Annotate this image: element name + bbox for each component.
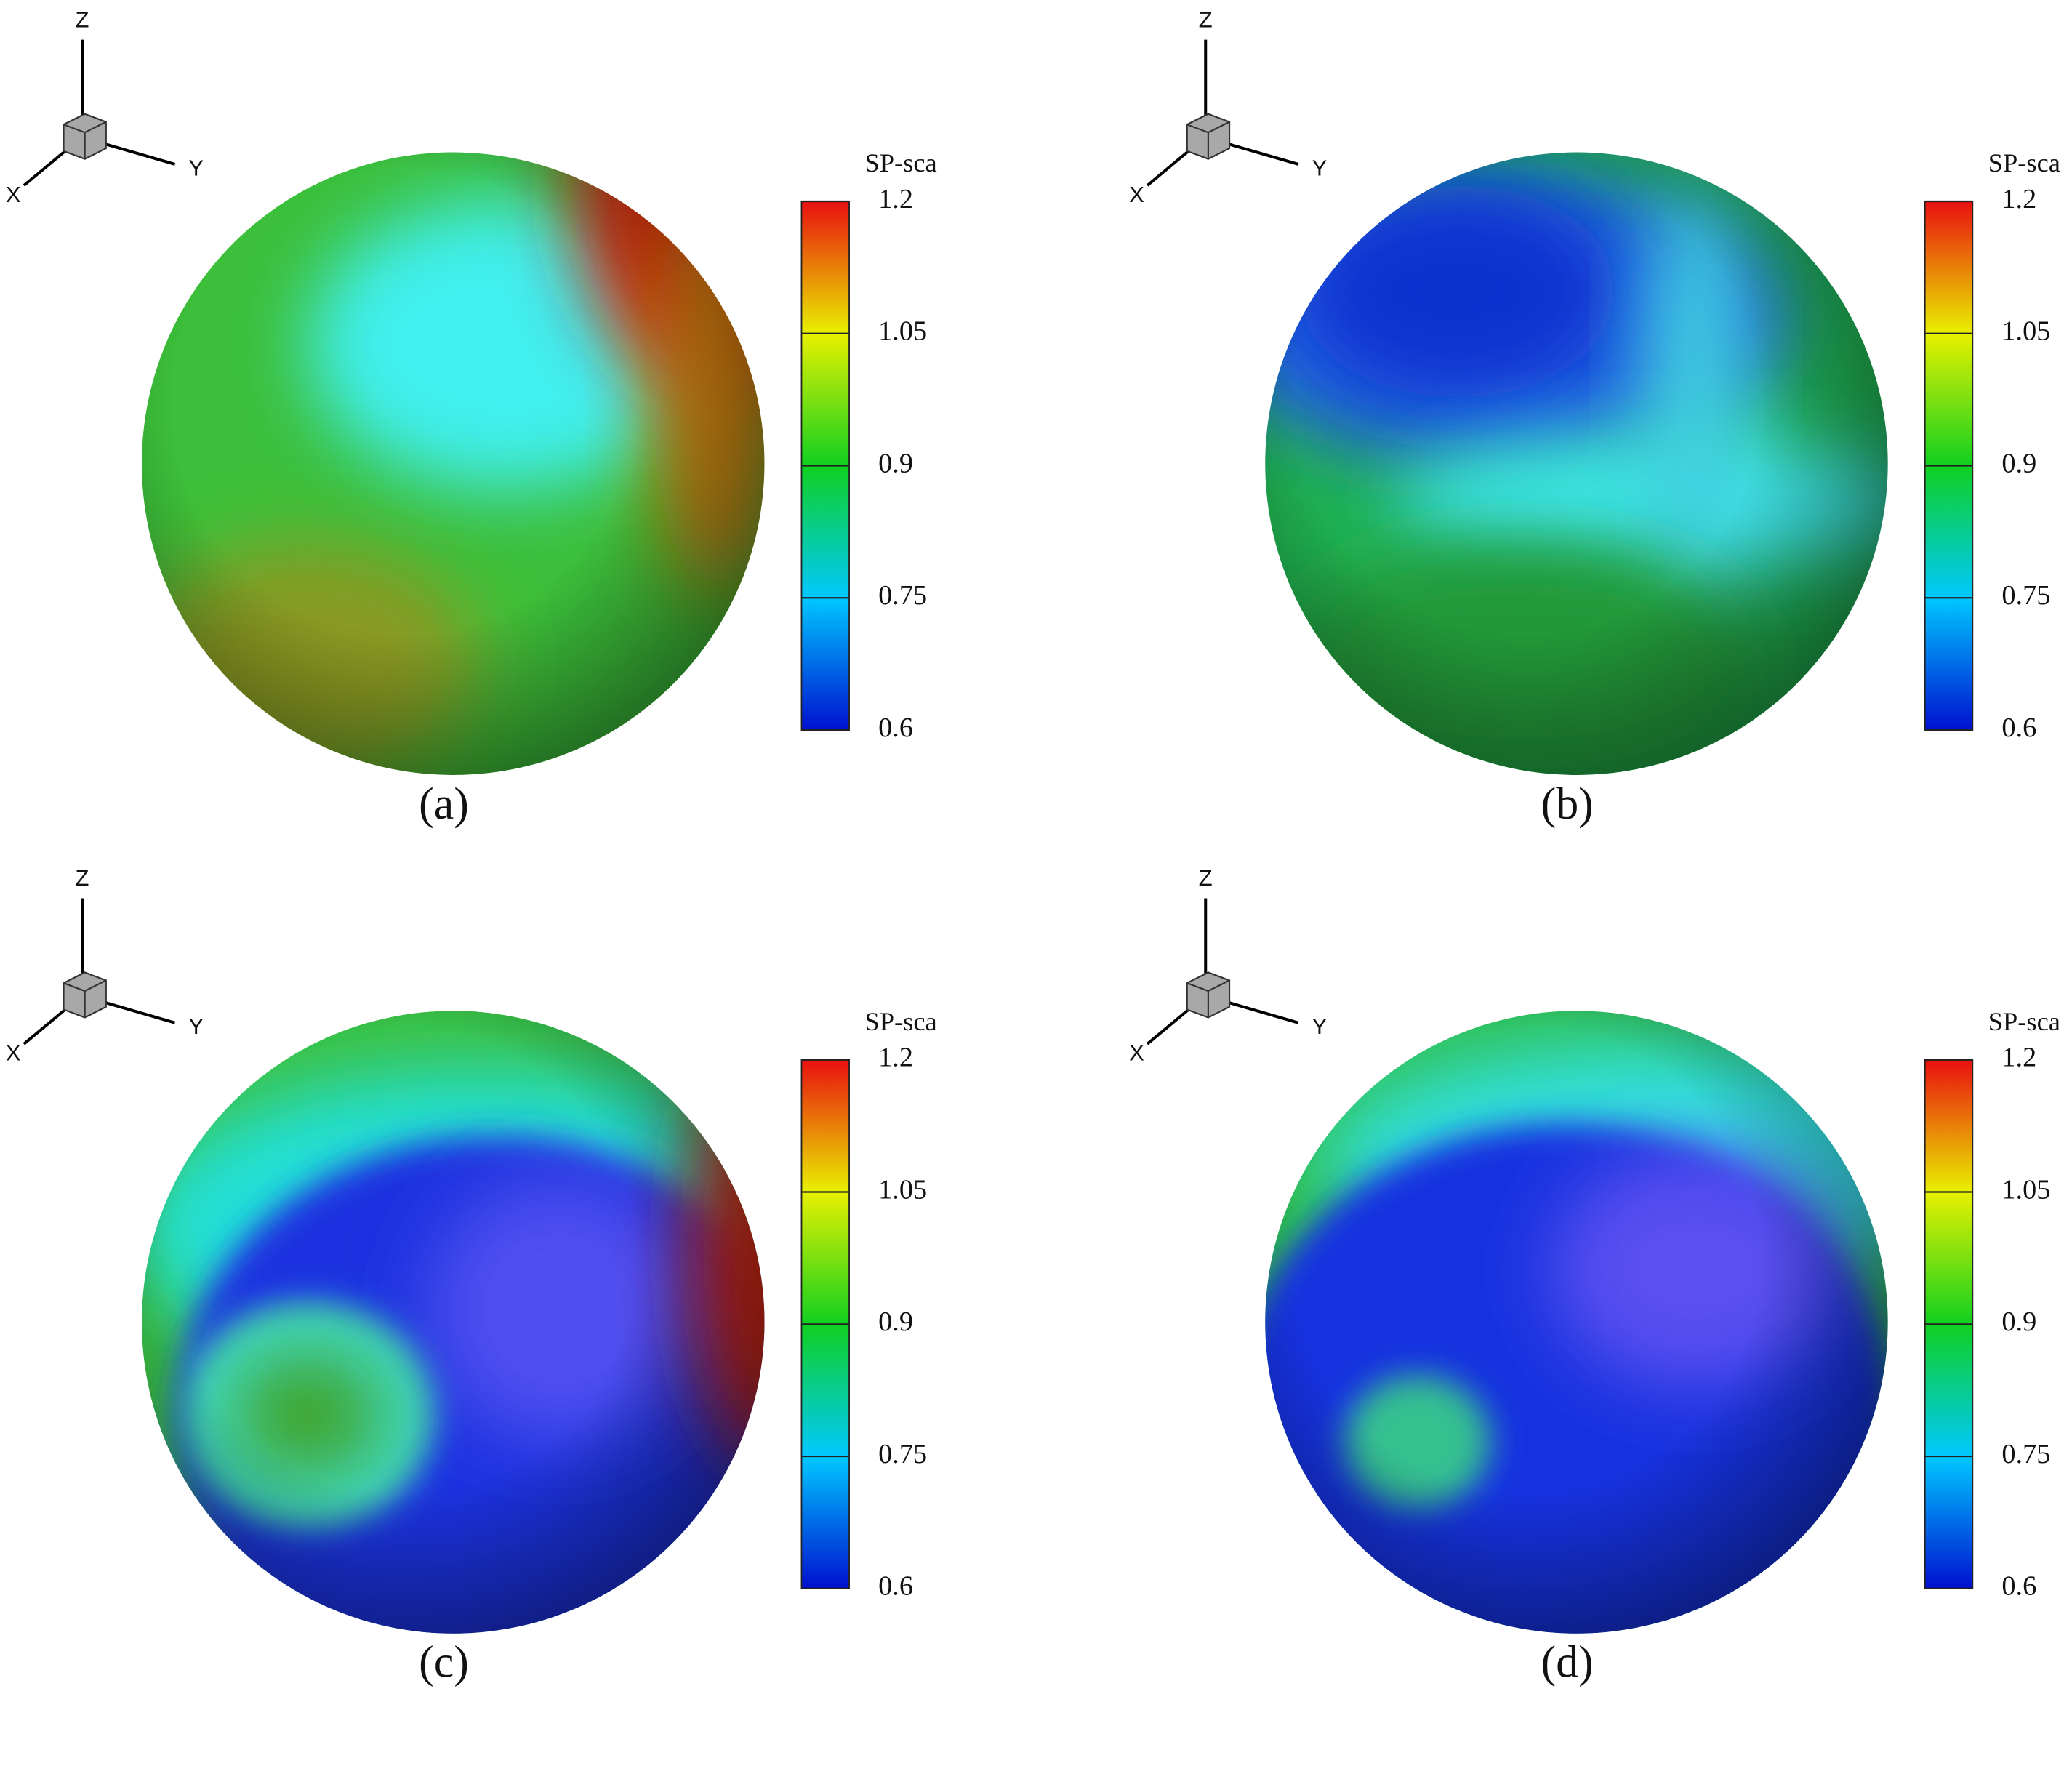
colorbar-tick-label: 0.75 <box>2001 580 2050 611</box>
cube-edge <box>63 979 107 1018</box>
panel-label: (b) <box>1541 779 1594 829</box>
panel-label: (d) <box>1541 1638 1594 1687</box>
cube-edge <box>1186 121 1230 159</box>
sphere-shading <box>142 152 765 775</box>
colorbar-title: SP-sca <box>865 1007 937 1036</box>
x-axis-label: X <box>1129 182 1144 207</box>
colorbar-tick-label: 0.6 <box>878 1571 913 1602</box>
cube-edge <box>63 121 107 159</box>
cube-edge <box>1186 979 1230 1018</box>
colorbar-tick-label: 1.2 <box>2001 184 2036 214</box>
colorbar-title: SP-sca <box>1988 1007 2060 1036</box>
sphere <box>1265 152 1888 775</box>
colorbar-tick-label: 0.9 <box>878 1307 913 1337</box>
axis-triad: Z Y X <box>6 865 204 1066</box>
x-axis-line <box>1146 1003 1196 1045</box>
panel-label: (c) <box>419 1638 469 1687</box>
y-axis-label: Y <box>1312 1014 1328 1039</box>
colorbar-tick-label: 0.6 <box>878 713 913 743</box>
sphere-shading <box>1265 152 1888 775</box>
panel: Z Y X SP-sca 0.6 0.75 0.9 1.05 1.2 (c) <box>6 865 937 1687</box>
colorbar-tick-label: 0.75 <box>878 580 927 611</box>
colorbar-tick-label: 1.05 <box>2001 316 2050 347</box>
x-axis-line <box>1146 144 1196 187</box>
panel: Z Y X SP-sca 0.6 0.75 0.9 1.05 1.2 (d) <box>1129 865 2060 1687</box>
axis-triad: Z Y X <box>6 7 204 207</box>
x-axis-line <box>23 1003 73 1045</box>
x-axis-label: X <box>1129 1040 1144 1066</box>
colorbar: SP-sca 0.6 0.75 0.9 1.05 1.2 <box>1924 1007 2060 1602</box>
colorbar-tick-label: 1.2 <box>878 1043 913 1073</box>
colorbar-title: SP-sca <box>865 148 937 177</box>
x-axis-label: X <box>6 182 21 207</box>
x-axis-label: X <box>6 1040 21 1066</box>
colorbar: SP-sca 0.6 0.75 0.9 1.05 1.2 <box>1924 148 2060 743</box>
colorbar-tick-label: 0.6 <box>2001 713 2036 743</box>
sphere-shading <box>1265 1011 1888 1634</box>
colorbar-tick-label: 0.9 <box>878 448 913 478</box>
colorbar: SP-sca 0.6 0.75 0.9 1.05 1.2 <box>800 148 937 743</box>
colorbar-tick-label: 1.05 <box>878 1174 927 1205</box>
colorbar-tick-label: 0.9 <box>2001 448 2036 478</box>
y-axis-label: Y <box>188 155 204 180</box>
panel: Z Y X SP-sca 0.6 0.75 0.9 1.05 1.2 (a) <box>6 7 937 829</box>
z-axis-label: Z <box>76 7 89 32</box>
colorbar-tick-label: 1.2 <box>2001 1043 2036 1073</box>
panel: Z Y X SP-sca 0.6 0.75 0.9 1.05 1.2 (b) <box>1129 7 2060 829</box>
z-axis-label: Z <box>1199 865 1213 891</box>
colorbar-tick-label: 1.05 <box>878 316 927 347</box>
axis-triad: Z Y X <box>1129 7 1327 207</box>
sphere <box>1265 1011 1888 1634</box>
y-axis-label: Y <box>188 1014 204 1039</box>
sphere <box>142 1011 765 1634</box>
sphere <box>142 152 765 775</box>
x-axis-line <box>23 144 73 187</box>
sphere-shading <box>142 1011 765 1634</box>
colorbar-tick-label: 0.75 <box>878 1439 927 1469</box>
colorbar-tick-label: 0.75 <box>2001 1439 2050 1469</box>
z-axis-label: Z <box>76 865 89 891</box>
colorbar: SP-sca 0.6 0.75 0.9 1.05 1.2 <box>800 1007 937 1602</box>
colorbar-tick-label: 0.6 <box>2001 1571 2036 1602</box>
y-axis-label: Y <box>1312 155 1328 180</box>
axis-triad: Z Y X <box>1129 865 1327 1066</box>
colorbar-title: SP-sca <box>1988 148 2060 177</box>
colorbar-tick-label: 1.2 <box>878 184 913 214</box>
z-axis-label: Z <box>1199 7 1213 32</box>
panel-label: (a) <box>419 779 469 829</box>
colorbar-tick-label: 0.9 <box>2001 1307 2036 1337</box>
colorbar-tick-label: 1.05 <box>2001 1174 2050 1205</box>
